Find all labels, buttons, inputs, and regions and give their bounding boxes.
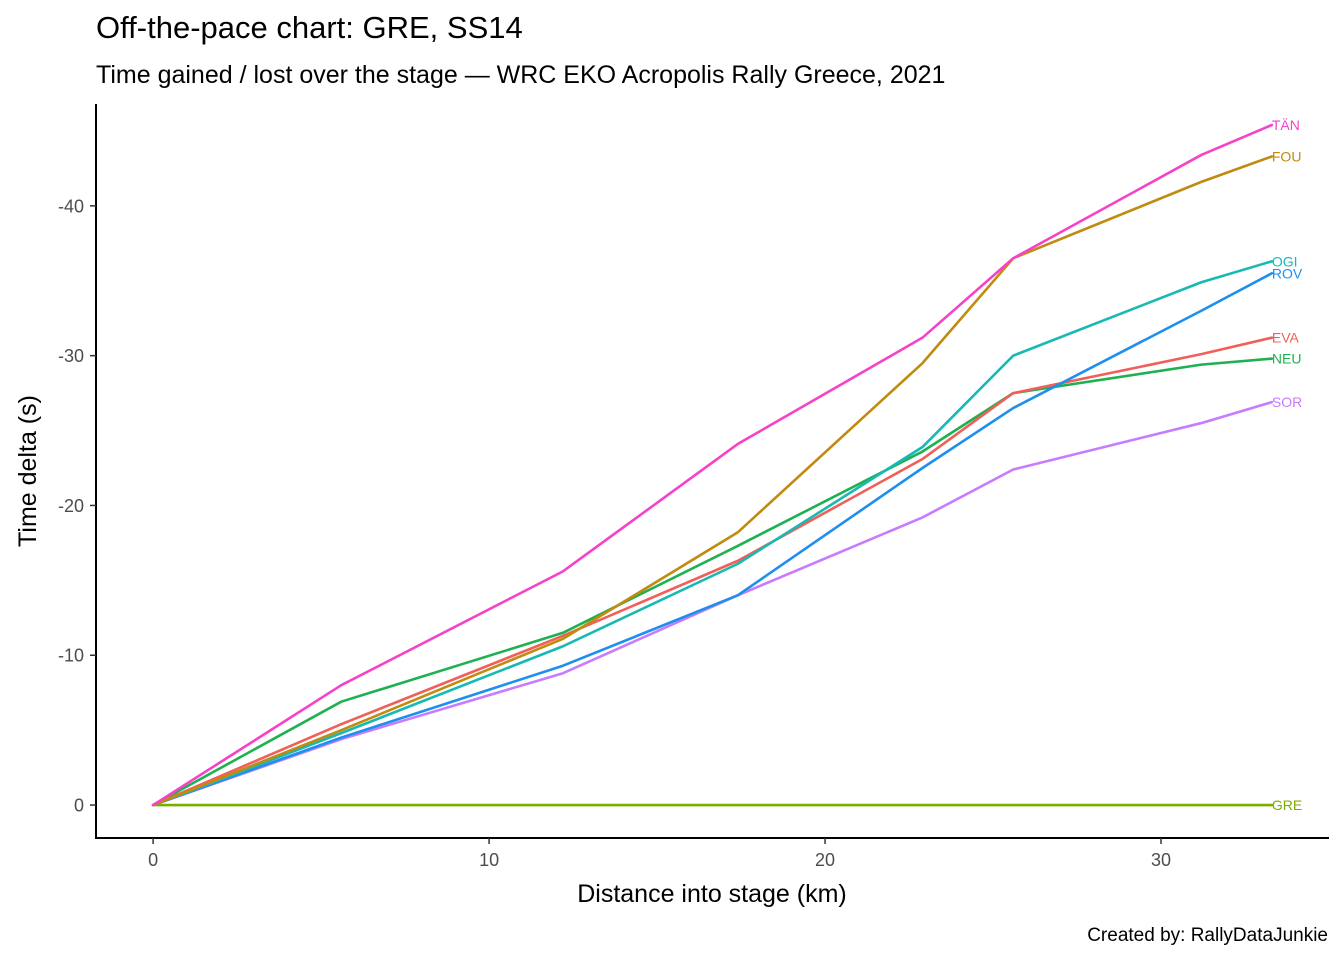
series-line-eva [151,336,1274,807]
chart-subtitle: Time gained / lost over the stage — WRC … [96,61,945,89]
end-label-fou: FOU [1272,148,1302,164]
x-axis-title: Distance into stage (km) [577,880,847,908]
x-tick-label: 20 [815,850,835,870]
series-lines [151,123,1274,807]
end-label-ogi: OGI [1272,253,1298,269]
series-line-neu [151,357,1274,807]
series-line-sor [151,400,1274,807]
series-line-ogi [151,259,1274,807]
end-label-neu: NEU [1272,351,1302,367]
y-tick-label: -10 [58,646,84,666]
series-line-tän [151,123,1274,807]
y-tick-label: -40 [58,196,84,216]
y-axis-title: Time delta (s) [14,395,42,547]
y-tick-label: -20 [58,496,84,516]
series-line-rov [151,271,1274,807]
y-axis-ticks: 0 -10 -20 -30 -40 [58,196,96,816]
chart-title: Off-the-pace chart: GRE, SS14 [96,10,523,45]
x-tick-label: 0 [148,850,158,870]
end-label-eva: EVA [1272,330,1300,346]
x-tick-label: 10 [479,850,499,870]
chart-caption: Created by: RallyDataJunkie [1087,925,1328,946]
end-label-tän: TÄN [1272,117,1300,133]
x-axis-ticks: 0 10 20 30 [148,838,1171,870]
x-tick-label: 30 [1151,850,1171,870]
series-line-fou [151,155,1274,807]
end-label-gre: GRE [1272,797,1302,813]
y-tick-label: -30 [58,346,84,366]
end-label-rov: ROV [1272,265,1303,281]
end-label-sor: SOR [1272,394,1302,410]
y-tick-label: 0 [74,796,84,816]
